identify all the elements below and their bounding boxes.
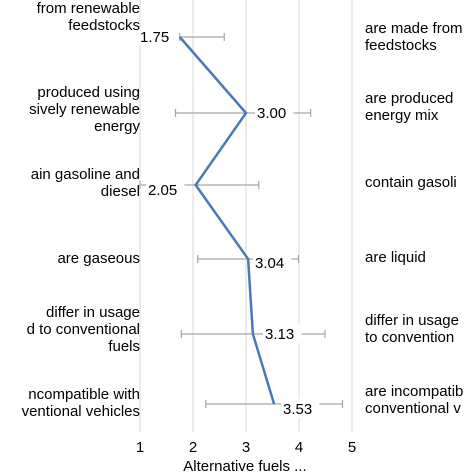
data-label: 2.05 — [148, 182, 177, 199]
right-category-label: are incompatib conventional v — [365, 383, 464, 417]
data-label: 3.53 — [283, 401, 312, 418]
data-label-background — [255, 103, 294, 122]
data-label-background — [146, 180, 185, 199]
x-tick-labels: 1 2 3 4 5 — [136, 439, 356, 456]
x-tick-label: 5 — [348, 439, 356, 456]
error-bars — [139, 33, 344, 408]
left-category-label: are gaseous — [57, 250, 140, 267]
left-category-label: produced using sively renewable energy — [29, 84, 140, 135]
right-category-label: are produced energy mix — [365, 90, 454, 124]
x-tick-label: 2 — [189, 439, 197, 456]
data-label: 3.13 — [265, 326, 294, 343]
data-label: 3.04 — [255, 255, 284, 272]
data-label-background — [281, 399, 320, 418]
series-line — [178, 36, 276, 405]
left-category-label: ncompatible with ventional vehicles — [21, 386, 140, 420]
left-category-label: differ in usage d to conventional fuels — [26, 304, 140, 355]
right-category-label: are liquid — [365, 249, 426, 266]
left-category-label: from renewable feedstocks — [36, 0, 140, 34]
vertical-gridlines — [139, 0, 353, 432]
data-label-background — [138, 27, 177, 46]
data-labels: 1.75 3.00 2.05 3.04 3.13 3.53 — [138, 27, 320, 418]
right-category-label: are made from feedstocks — [365, 20, 463, 54]
right-category-label: differ in usage to convention — [365, 312, 459, 346]
x-axis-title: Alternative fuels ... — [183, 458, 306, 474]
right-category-label: contain gasoli — [365, 174, 457, 191]
series-line-group — [178, 36, 276, 405]
data-label: 1.75 — [140, 29, 169, 46]
x-tick-label: 4 — [295, 439, 303, 456]
x-tick-label: 3 — [242, 439, 250, 456]
x-tick-label: 1 — [136, 439, 144, 456]
data-label-background — [253, 253, 292, 272]
left-category-label: ain gasoline and diesel — [30, 166, 140, 200]
data-label-background — [263, 324, 302, 343]
data-label: 3.00 — [257, 105, 286, 122]
